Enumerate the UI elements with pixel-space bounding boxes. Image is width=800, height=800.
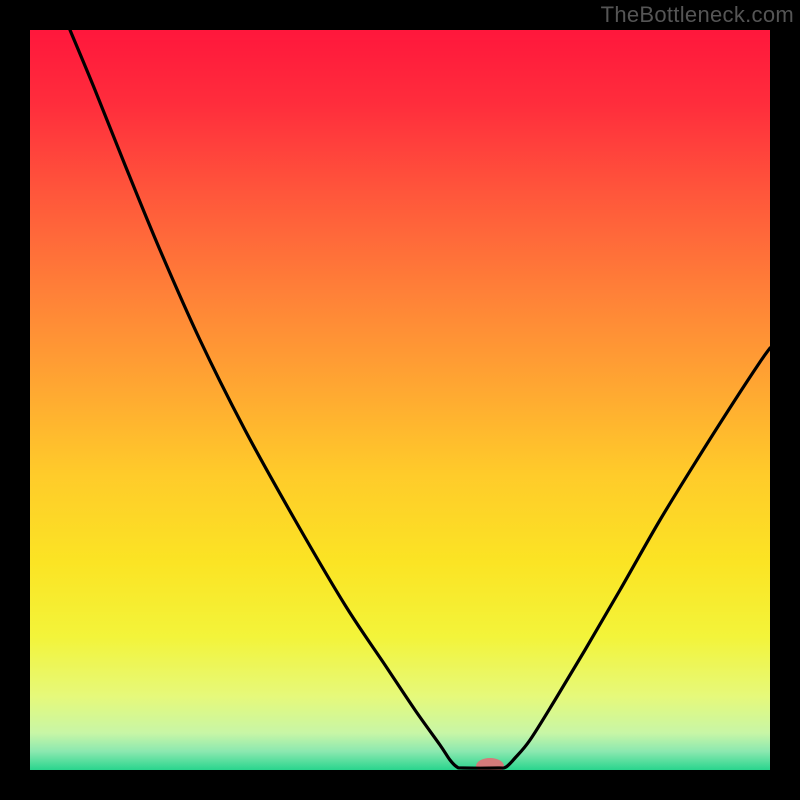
bottleneck-chart-svg [0, 0, 800, 800]
chart-container: TheBottleneck.com [0, 0, 800, 800]
gradient-plot-area [30, 30, 770, 770]
watermark-text: TheBottleneck.com [601, 2, 794, 28]
